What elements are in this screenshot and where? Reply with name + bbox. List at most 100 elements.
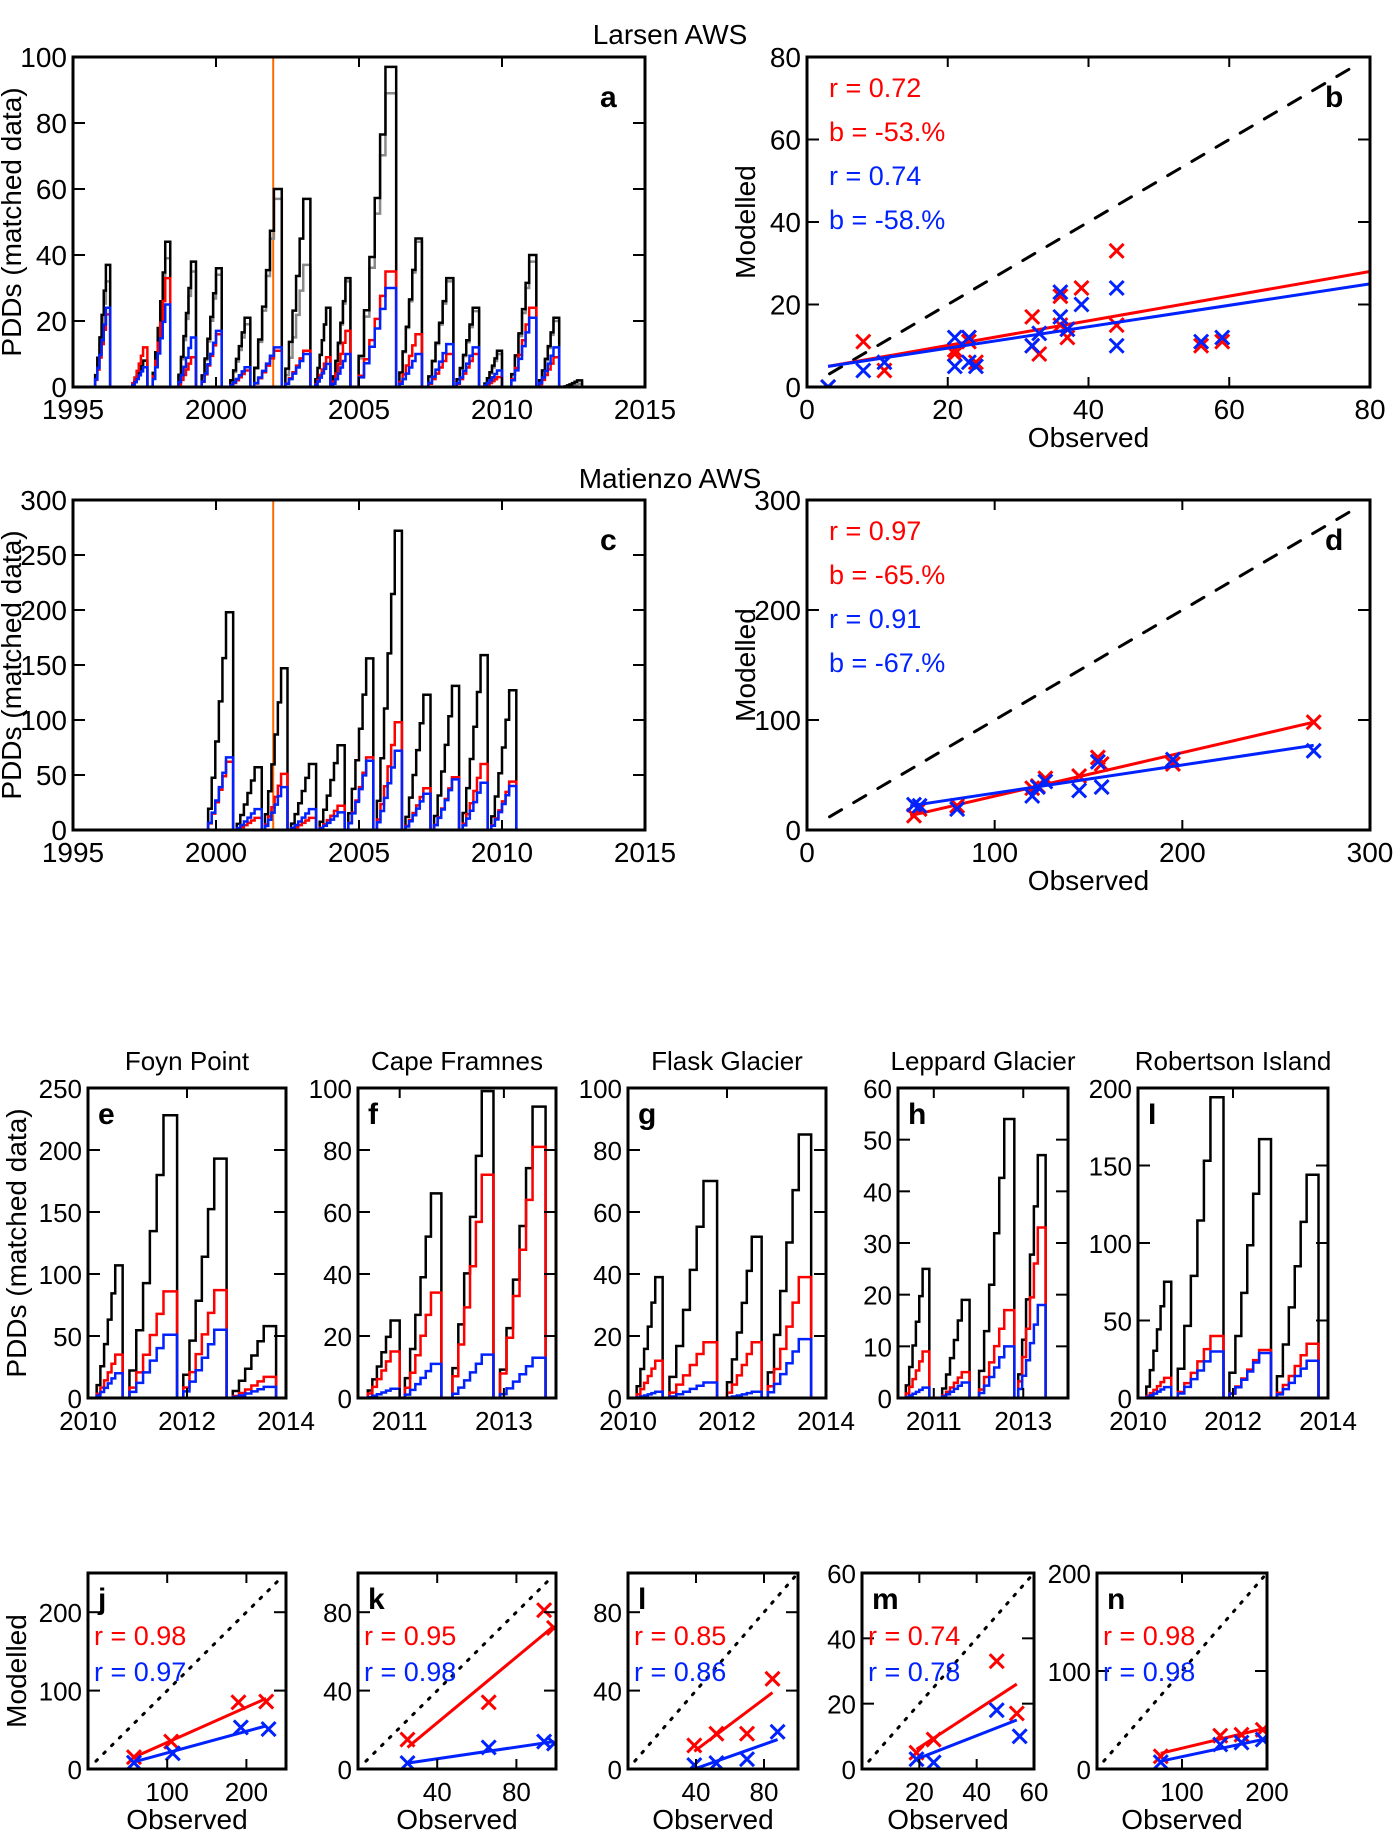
plot-frame: [805, 498, 1372, 832]
marker-stroke: [908, 1744, 925, 1761]
panel-letter: m: [872, 1583, 899, 1616]
marker-stroke: [967, 358, 984, 375]
panel-letter: f: [368, 1098, 379, 1131]
panel-letter: h: [908, 1098, 926, 1131]
marker-stroke: [946, 345, 963, 363]
y-tick-label: 100: [39, 1260, 82, 1290]
data-point-blue: [1059, 321, 1076, 338]
data-point-blue: [967, 358, 984, 375]
data-point-blue: [738, 1751, 756, 1768]
y-tick-label: 200: [1048, 1559, 1091, 1589]
marker-stroke: [1214, 333, 1231, 350]
y-tick-label: 60: [36, 174, 67, 205]
stat-annotation: b = -67.%: [829, 648, 945, 678]
model-blue-series: [493, 1356, 547, 1398]
model-blue-series: [227, 365, 252, 387]
model-blue-series: [487, 784, 518, 830]
plot-area: [820, 62, 1370, 387]
observed-series: [902, 1267, 931, 1398]
x-tick-label: 1995: [42, 837, 104, 868]
observed-series: [1014, 1153, 1047, 1398]
y-tick-label: 80: [593, 1598, 622, 1628]
panel-letter: c: [600, 524, 617, 557]
observed-series: [424, 276, 455, 387]
model-blue-series: [353, 286, 398, 387]
x-tick-label: 2000: [185, 837, 247, 868]
plot-area: [1102, 1575, 1267, 1769]
observed-series: [226, 1324, 278, 1398]
panel-letter: k: [368, 1583, 385, 1616]
marker-stroke: [1089, 749, 1106, 766]
model-blue-series: [175, 336, 198, 387]
data-point-blue: [946, 329, 963, 346]
y-tick-label: 50: [36, 760, 67, 791]
data-point-red: [925, 1731, 942, 1748]
model-blue-series: [287, 807, 318, 830]
x-tick-label: 0: [799, 394, 815, 425]
panel-letter: e: [98, 1098, 115, 1131]
x-tick-label: 2014: [1299, 1406, 1357, 1436]
y-tick-label: 40: [36, 240, 67, 271]
marker-stroke: [769, 1723, 786, 1740]
y-tick-label: 40: [593, 1260, 622, 1290]
marker-stroke: [164, 1745, 181, 1762]
plot-frame: [1095, 1571, 1269, 1771]
data-point-red: [230, 1694, 247, 1711]
data-point-blue: [925, 1754, 942, 1769]
marker-stroke: [911, 797, 928, 814]
marker-stroke: [125, 1749, 142, 1766]
y-tick-label: 80: [323, 1136, 352, 1166]
model-blue-series: [1014, 1303, 1047, 1398]
y-tick-label: 20: [593, 1322, 622, 1352]
x-tick-label: 2005: [328, 837, 390, 868]
observed-series: [261, 667, 289, 830]
observed-series: [481, 349, 504, 387]
y-tick-label: 80: [36, 108, 67, 139]
observed-series: [974, 1117, 1016, 1398]
marker-stroke: [125, 1754, 142, 1769]
marker-stroke: [905, 796, 923, 813]
one-to-one-line: [364, 1575, 554, 1763]
marker-stroke: [738, 1751, 756, 1768]
x-tick-label: 2015: [614, 394, 676, 425]
y-tick-label: 0: [785, 372, 801, 403]
model-blue-series: [92, 1371, 124, 1398]
marker-stroke: [480, 1739, 497, 1756]
marker-stroke: [988, 1653, 1005, 1670]
panel-letter: I: [1148, 1098, 1156, 1131]
model-red-series: [150, 276, 172, 387]
y-tick-label: 200: [39, 1136, 82, 1166]
panel-a: Larsen AWS 1995 2000 2005 2010 2015 0 20 40 60 80 1…: [0, 19, 747, 425]
x-axis-label: Observed: [1121, 1804, 1242, 1835]
y-tick-label: 100: [754, 705, 801, 736]
y-axis-label: PDDs (matched data): [0, 87, 27, 356]
model-blue-series: [316, 811, 346, 830]
marker-stroke: [1024, 308, 1041, 325]
panel-title: Larsen AWS: [593, 19, 748, 50]
x-tick-label: 2010: [471, 837, 533, 868]
data-point-red: [708, 1725, 725, 1742]
fit-line-red: [827, 270, 1370, 368]
y-tick-label: 0: [1077, 1755, 1091, 1785]
model-blue-series: [399, 1362, 443, 1398]
data-point-blue: [911, 797, 928, 814]
panel-letter: j: [97, 1583, 106, 1616]
y-axis-label: PDDs (matched data): [1, 1108, 32, 1377]
model-red-series: [761, 1275, 813, 1398]
data-point-blue: [1089, 753, 1106, 770]
y-tick-label: 150: [39, 1198, 82, 1228]
marker-stroke: [258, 1693, 275, 1710]
model-blue-series: [396, 352, 424, 387]
plot-area: [204, 500, 518, 830]
model-red-series: [92, 1353, 124, 1398]
data-point-red: [1193, 337, 1210, 354]
model-blue-series: [424, 342, 455, 387]
x-tick-label: 200: [1245, 1777, 1288, 1807]
panel-letter: g: [638, 1098, 656, 1131]
marker-stroke: [764, 1670, 781, 1687]
y-tick-label: 20: [36, 306, 67, 337]
x-tick-label: 2012: [158, 1406, 216, 1436]
plot-frame: [626, 1571, 800, 1771]
y-tick-label: 0: [878, 1384, 892, 1414]
